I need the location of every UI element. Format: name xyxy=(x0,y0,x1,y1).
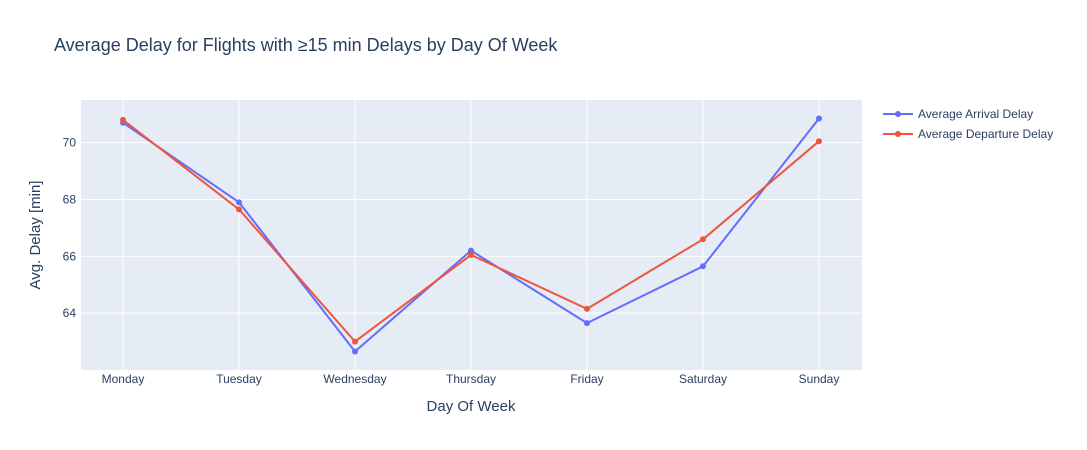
legend-label: Average Departure Delay xyxy=(918,127,1053,141)
y-tick-label: 68 xyxy=(63,192,77,206)
x-tick-label: Wednesday xyxy=(323,372,386,386)
data-point[interactable] xyxy=(700,263,706,270)
series-layer xyxy=(120,115,822,355)
y-tick-label: 70 xyxy=(63,136,77,150)
x-axis-title: Day Of Week xyxy=(427,398,516,415)
x-axis-ticks: Monday Tuesday Wednesday Thursday Friday Satu… xyxy=(102,372,840,386)
legend-label: Average Arrival Delay xyxy=(918,107,1033,121)
data-point[interactable] xyxy=(816,115,822,122)
x-tick-label: Monday xyxy=(102,372,145,386)
data-point[interactable] xyxy=(468,251,474,258)
x-tick-label: Sunday xyxy=(799,372,840,386)
y-axis-title: Avg. Delay [min] xyxy=(27,181,44,290)
x-tick-label: Saturday xyxy=(679,372,727,386)
x-tick-label: Friday xyxy=(570,372,603,386)
gridlines xyxy=(81,100,862,370)
data-point[interactable] xyxy=(700,236,706,243)
series-2 xyxy=(120,116,822,345)
data-point[interactable] xyxy=(352,338,358,345)
data-point[interactable] xyxy=(236,199,242,206)
legend[interactable]: Average Arrival Delay Average Departure D… xyxy=(883,107,1053,141)
legend-marker xyxy=(895,111,901,117)
legend-item[interactable]: Average Arrival Delay xyxy=(883,107,1033,121)
data-point[interactable] xyxy=(584,320,590,327)
legend-item[interactable]: Average Departure Delay xyxy=(883,127,1053,141)
series-1 xyxy=(120,115,822,355)
data-point[interactable] xyxy=(584,305,590,312)
y-tick-label: 64 xyxy=(63,306,77,320)
y-axis-ticks: 64 66 68 70 xyxy=(63,136,77,321)
legend-marker xyxy=(895,131,901,137)
x-tick-label: Thursday xyxy=(446,372,496,386)
data-point[interactable] xyxy=(816,138,822,145)
data-point[interactable] xyxy=(352,348,358,355)
data-point[interactable] xyxy=(236,206,242,213)
data-point[interactable] xyxy=(468,247,474,254)
data-point[interactable] xyxy=(120,116,126,123)
chart-title: Average Delay for Flights with ≥15 min D… xyxy=(54,35,558,55)
x-tick-label: Tuesday xyxy=(216,372,262,386)
y-tick-label: 66 xyxy=(63,249,77,263)
